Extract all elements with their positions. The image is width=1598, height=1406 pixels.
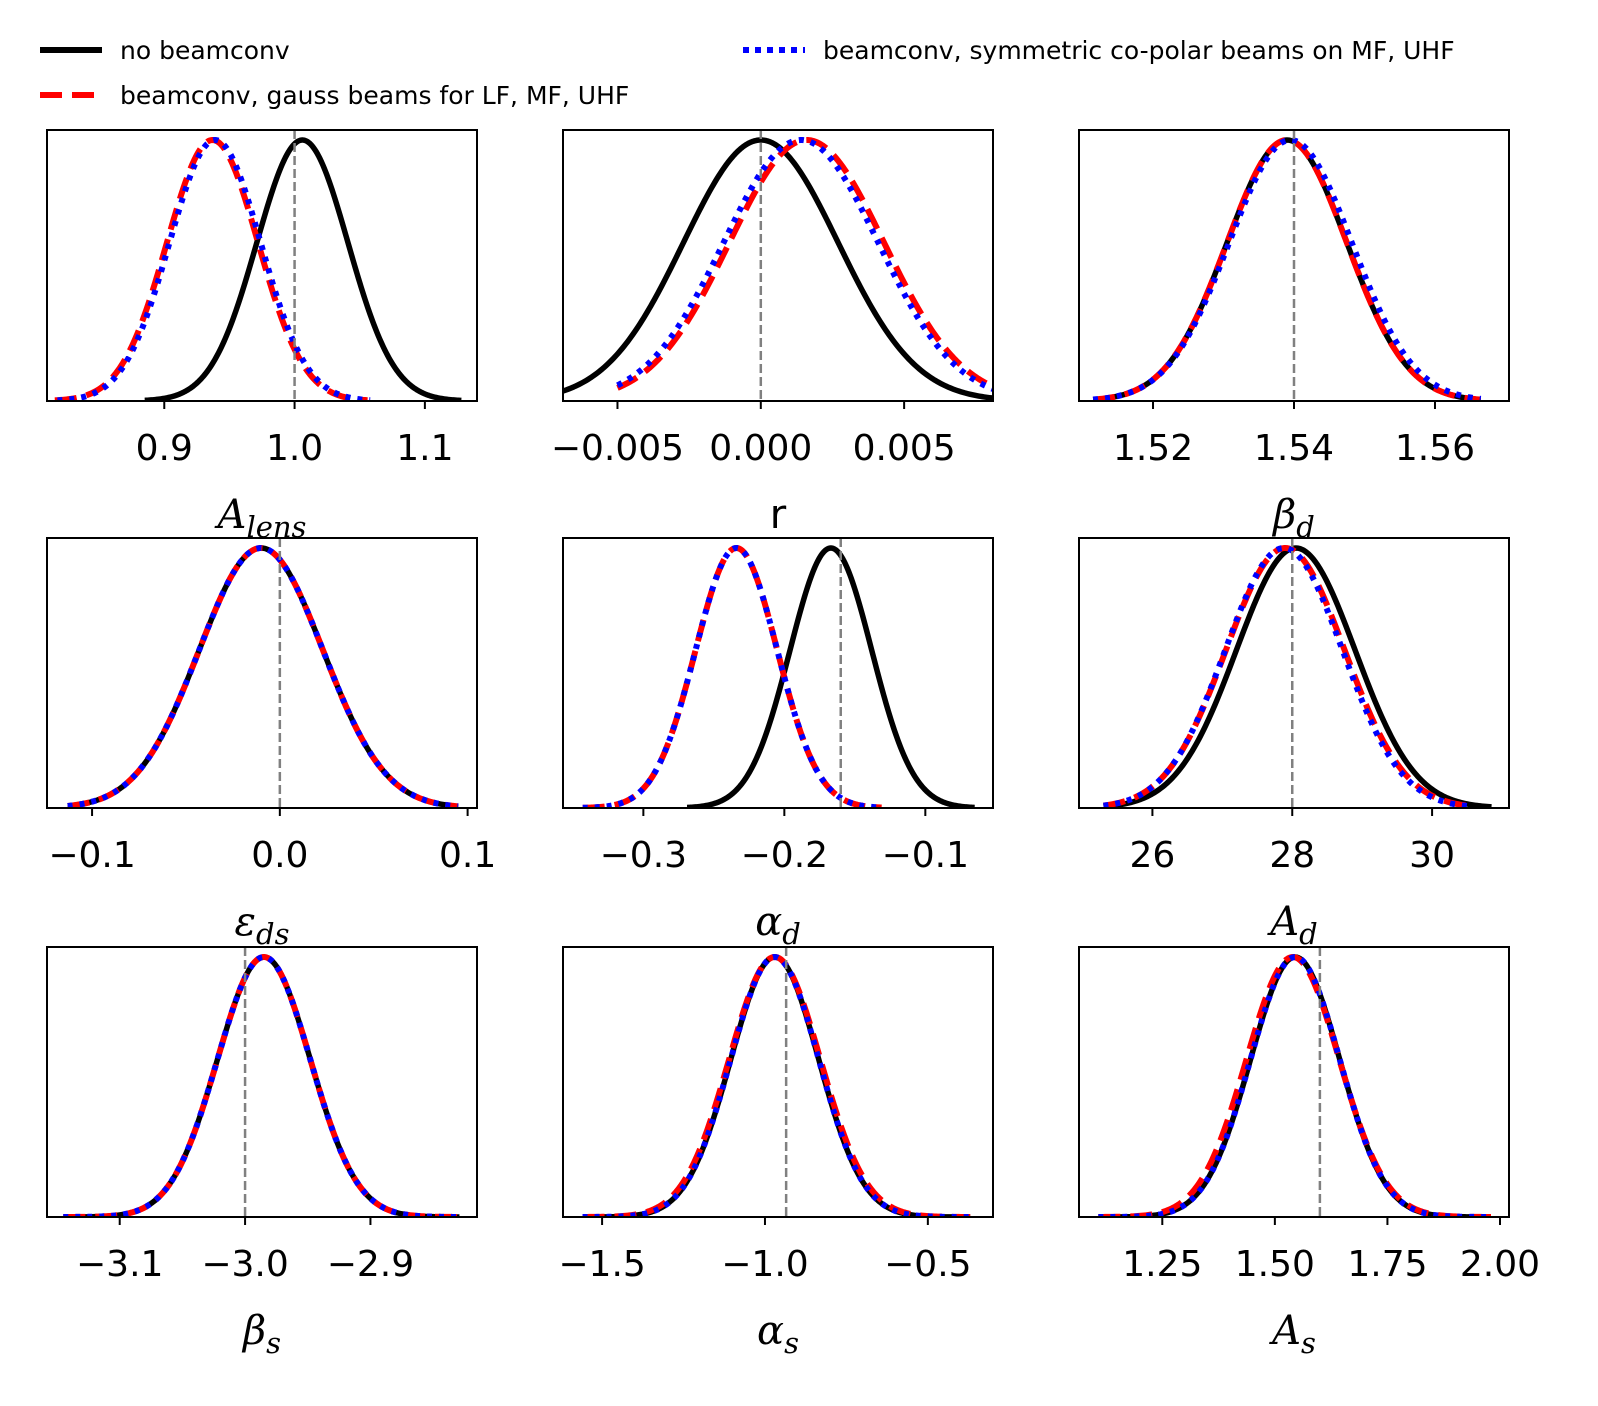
series-curve-solid [685, 545, 977, 808]
series-curve-dotted [580, 545, 884, 808]
x-tick-label: −2.9 [327, 1244, 414, 1285]
series-curve-solid [1091, 137, 1482, 401]
legend-label: beamconv, symmetric co-polar beams on MF… [823, 36, 1455, 65]
x-tick-label: −0.1 [882, 835, 969, 876]
series-curve-solid [563, 137, 993, 401]
x-tick-label: 30 [1409, 835, 1455, 876]
series-curve-solid [66, 545, 460, 808]
axes-frame [46, 537, 478, 809]
legend: no beamconv beamconv, gauss beams for LF… [40, 36, 1455, 110]
series-curve-dotted [66, 545, 460, 808]
series-curve-dotted [581, 954, 972, 1217]
axes-frame [1078, 537, 1510, 809]
series-curve-dotted [1091, 137, 1483, 401]
x-tick-label: 2.00 [1460, 1244, 1540, 1285]
x-tick-label: −1.0 [721, 1244, 808, 1285]
series-curve-solid [62, 954, 461, 1217]
axes-frame [562, 537, 994, 809]
x-tick-label: 1.1 [396, 428, 453, 469]
series-curve-solid [1102, 545, 1493, 808]
x-tick-label: 0.1 [439, 835, 496, 876]
x-axis-label: Alens [214, 492, 307, 544]
series-curve-dashed [1091, 137, 1483, 401]
x-tick-label: −0.2 [741, 835, 828, 876]
x-tick-label: −0.3 [600, 835, 687, 876]
x-tick-label: 1.50 [1235, 1244, 1315, 1285]
series-curve-dashed [66, 545, 460, 808]
x-axis-label: βs [241, 1308, 281, 1360]
legend-entry-symmetric-beams: beamconv, symmetric co-polar beams on MF… [743, 36, 1455, 65]
panel-a-s: 1.25 1.50 1.75 2.00 As [1078, 946, 1540, 1360]
series-curve-dotted [61, 954, 461, 1217]
series-curve-solid [581, 954, 972, 1217]
series-curve-dashed [61, 954, 461, 1217]
panel-a-d: 26 28 30 Ad [1078, 537, 1510, 951]
x-tick-label: −1.5 [558, 1244, 645, 1285]
x-tick-label: 0.9 [136, 428, 193, 469]
x-tick-label: 1.25 [1122, 1244, 1202, 1285]
x-tick-label: 1.56 [1395, 428, 1475, 469]
x-axis-label: αd [755, 899, 801, 951]
x-axis-label: εds [235, 899, 290, 951]
x-tick-label: −3.1 [76, 1244, 163, 1285]
series-curve-dashed [1102, 545, 1473, 808]
panel-alpha-d: −0.3 −0.2 −0.1 αd [562, 537, 994, 951]
x-tick-label: −0.005 [551, 428, 684, 469]
series-curve-dashed [581, 954, 972, 1217]
plot-area [563, 130, 993, 401]
panel-epsilon-ds: −0.1 0.0 0.1 εds [46, 537, 496, 951]
series-curve-dashed [1097, 954, 1493, 1217]
x-tick-label: 1.0 [266, 428, 323, 469]
x-tick-label: 1.75 [1347, 1244, 1427, 1285]
axes-frame [46, 946, 478, 1218]
plot-area [581, 947, 972, 1217]
legend-entry-gauss-beams: beamconv, gauss beams for LF, MF, UHF [40, 81, 629, 110]
axes-frame [46, 129, 478, 402]
x-tick-label: −3.0 [201, 1244, 288, 1285]
panel-beta-s: −3.1 −3.0 −2.9 βs [46, 946, 478, 1360]
plot-area [66, 538, 460, 808]
x-tick-label: 1.54 [1254, 428, 1334, 469]
plot-area [1097, 947, 1493, 1217]
series-curve-dotted [1097, 954, 1493, 1217]
x-tick-label: 0.005 [853, 428, 956, 469]
x-axis-label: r [770, 492, 787, 538]
plot-area [1091, 130, 1483, 401]
axes-frame [562, 946, 994, 1218]
plot-area [580, 538, 977, 808]
axes-frame [562, 129, 994, 402]
panel-r: −0.005 0.000 0.005 r [551, 129, 994, 538]
x-tick-label: −0.1 [48, 835, 135, 876]
plot-area [53, 130, 463, 401]
series-curve-dotted [55, 137, 372, 401]
panel-alpha-s: −1.5 −1.0 −0.5 αs [558, 946, 994, 1360]
x-tick-label: 0.000 [709, 428, 812, 469]
x-axis-label: αs [757, 1308, 799, 1360]
x-tick-label: 26 [1130, 835, 1176, 876]
x-axis-label: Ad [1266, 899, 1317, 951]
series-curve-solid [1097, 954, 1493, 1217]
legend-label: no beamconv [120, 36, 290, 65]
x-tick-label: 28 [1269, 835, 1315, 876]
x-tick-label: 1.52 [1113, 428, 1193, 469]
series-curve-dotted [1102, 545, 1473, 808]
plot-area [1102, 538, 1493, 808]
legend-entry-no-beamconv: no beamconv [40, 36, 290, 65]
x-axis-label: βd [1271, 492, 1315, 544]
x-tick-label: 0.0 [251, 835, 308, 876]
panel-a-lens: 0.9 1.0 1.1 Alens [46, 129, 478, 544]
x-tick-label: −0.5 [884, 1244, 971, 1285]
series-curve-solid [143, 137, 463, 401]
axes-frame [1078, 946, 1510, 1218]
series-curve-dashed [580, 545, 884, 808]
legend-label: beamconv, gauss beams for LF, MF, UHF [120, 81, 629, 110]
x-axis-label: As [1268, 1308, 1316, 1360]
series-curve-dashed [616, 137, 993, 391]
plot-area [61, 947, 461, 1217]
series-curve-dotted [616, 137, 993, 392]
panel-beta-d: 1.52 1.54 1.56 βd [1078, 129, 1510, 544]
